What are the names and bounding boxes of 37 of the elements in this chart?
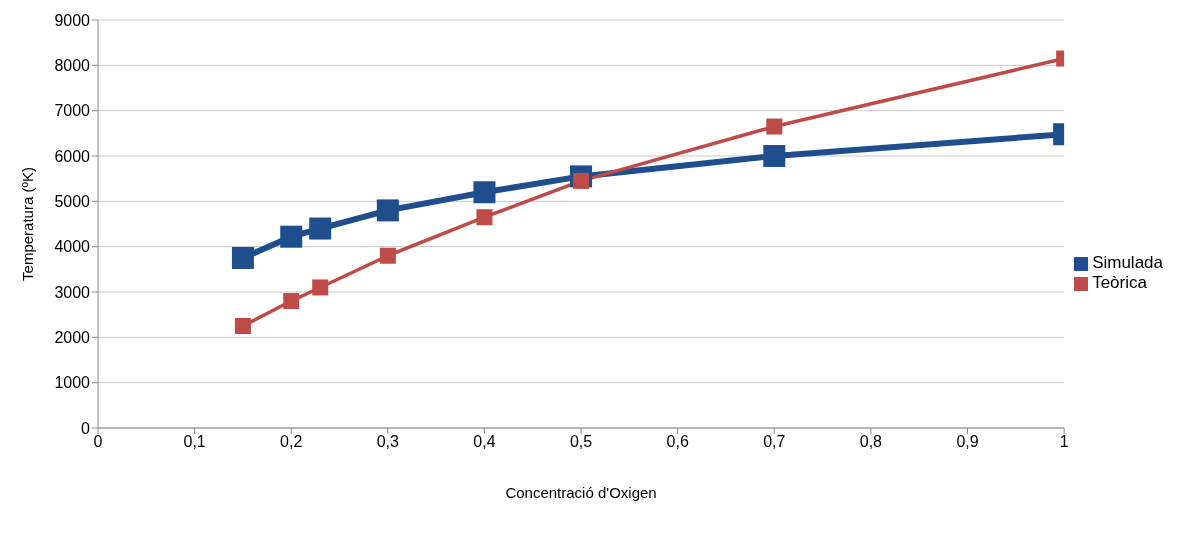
legend-label: Teòrica bbox=[1092, 273, 1147, 292]
x-tick-label: 1 bbox=[1059, 433, 1069, 451]
point bbox=[312, 279, 329, 296]
point bbox=[476, 209, 493, 226]
y-axis-title: Temperatura (ºK) bbox=[19, 167, 37, 281]
point bbox=[280, 225, 303, 248]
x-tick-label: 0,4 bbox=[473, 433, 496, 451]
x-tick-label: 0,3 bbox=[376, 433, 400, 451]
point bbox=[234, 318, 251, 334]
legend-label: Simulada bbox=[1092, 253, 1163, 272]
x-tick-label: 0,1 bbox=[183, 433, 206, 451]
point bbox=[379, 247, 396, 264]
y-tick-label: 5000 bbox=[54, 193, 91, 211]
point bbox=[763, 145, 786, 167]
y-tick-label: 8000 bbox=[54, 57, 91, 75]
point bbox=[473, 181, 496, 204]
y-tick-label: 3000 bbox=[54, 283, 91, 301]
y-tick-label: 7000 bbox=[54, 102, 91, 120]
x-tick-label: 0,7 bbox=[763, 433, 786, 451]
x-tick-label: 0,6 bbox=[666, 433, 689, 451]
y-tick-label: 9000 bbox=[54, 11, 91, 29]
point bbox=[766, 118, 783, 135]
point bbox=[376, 199, 399, 222]
y-tick-label: 4000 bbox=[54, 238, 91, 256]
point bbox=[283, 293, 300, 310]
point bbox=[309, 217, 332, 240]
x-tick-label: 0 bbox=[93, 433, 103, 451]
x-axis-title: Concentració d'Oxigen bbox=[505, 484, 657, 501]
x-tick-label: 0,8 bbox=[859, 433, 883, 451]
y-tick-label: 0 bbox=[81, 419, 91, 437]
point bbox=[231, 247, 254, 269]
x-tick-label: 0,5 bbox=[569, 433, 593, 451]
x-tick-label: 0,2 bbox=[280, 433, 303, 451]
y-tick-label: 2000 bbox=[54, 329, 91, 347]
y-tick-label: 6000 bbox=[54, 147, 91, 165]
y-tick-label: 1000 bbox=[54, 374, 91, 392]
x-tick-label: 0,9 bbox=[956, 433, 979, 451]
